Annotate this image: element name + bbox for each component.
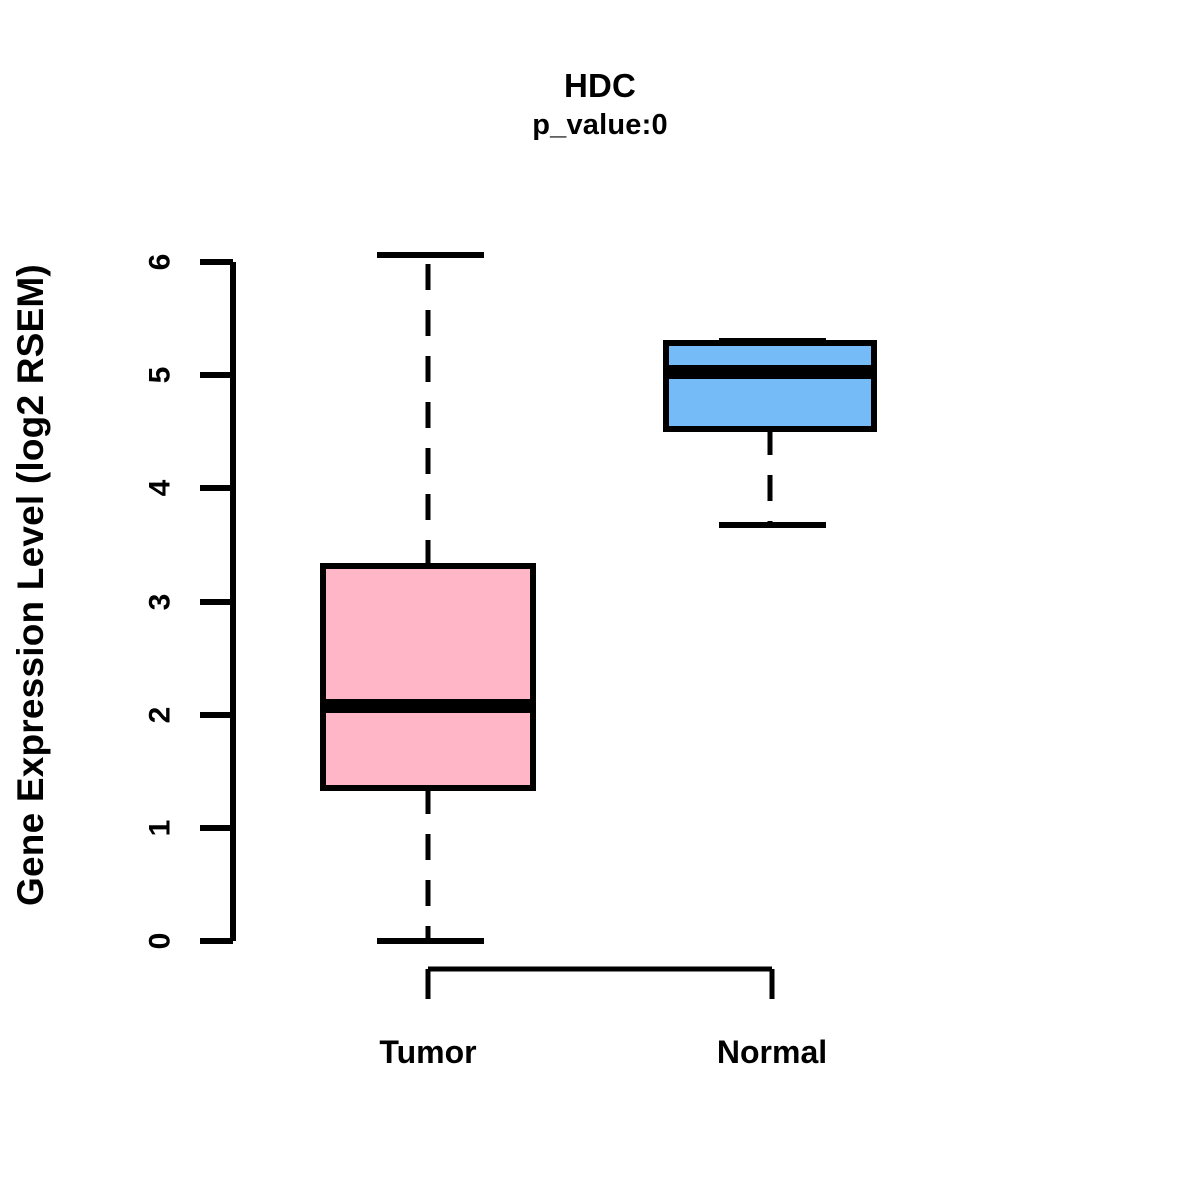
chart-title-block: HDC p_value:0 (0, 66, 1200, 144)
tumor-box[interactable] (320, 563, 536, 791)
x-axis: Tumor Normal (379, 966, 827, 1070)
chart-subtitle-pvalue: p_value:0 (532, 109, 668, 141)
y-tick-label-3: 3 (144, 594, 177, 611)
y-tick-label-1: 1 (144, 820, 177, 837)
normal-box[interactable] (663, 340, 877, 432)
y-tick-label-0: 0 (144, 933, 177, 950)
y-axis: 6 5 4 3 2 1 0 (144, 254, 236, 950)
y-tick-label-5: 5 (144, 367, 177, 384)
x-axis-label-tumor: Tumor (379, 1034, 476, 1070)
x-axis-label-normal: Normal (717, 1034, 827, 1070)
chart-title: HDC (563, 67, 637, 104)
y-tick-label-2: 2 (144, 707, 177, 724)
box-group-normal[interactable] (663, 338, 877, 528)
y-tick-label-4: 4 (144, 479, 177, 496)
y-tick-label-6: 6 (144, 254, 177, 271)
box-group-tumor[interactable] (320, 252, 536, 944)
